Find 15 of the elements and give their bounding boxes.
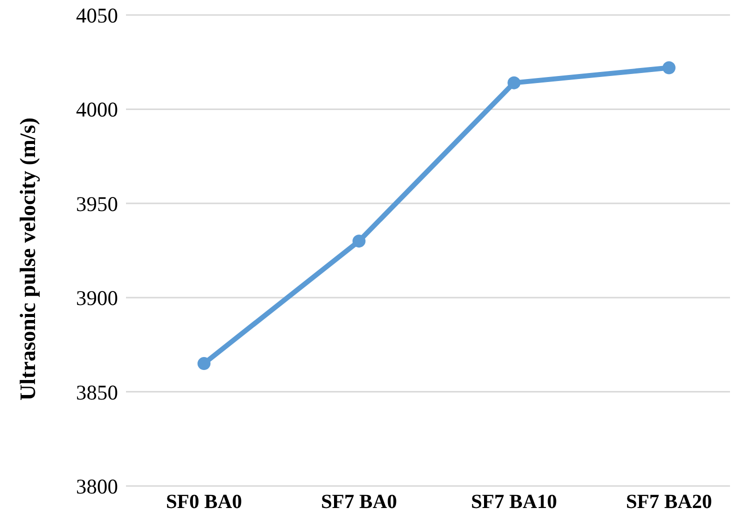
point bbox=[352, 234, 366, 248]
point bbox=[662, 61, 676, 74]
y-tick-label: 4050 bbox=[76, 3, 118, 28]
y-tick-label: 4000 bbox=[76, 98, 118, 122]
y-tick-label: 3850 bbox=[76, 380, 118, 404]
x-tick-label: SF7 BA20 bbox=[626, 491, 712, 514]
point bbox=[198, 357, 210, 370]
y-tick-label: 3800 bbox=[76, 474, 118, 498]
x-tick-label: SF0 BA0 bbox=[166, 491, 242, 514]
x-tick-label: SF7 BA0 bbox=[320, 491, 398, 514]
y-axis-title: Ultrasonic pulse velocity (m/s) bbox=[14, 118, 40, 400]
point bbox=[508, 76, 520, 90]
y-tick-label: 3950 bbox=[76, 192, 118, 216]
y-tick-label: 3900 bbox=[76, 286, 118, 310]
x-tick-label: SF7 BA10 bbox=[470, 491, 558, 514]
